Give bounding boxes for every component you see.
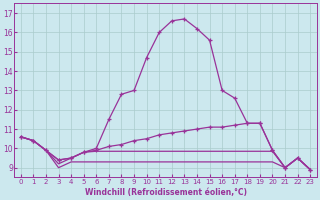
X-axis label: Windchill (Refroidissement éolien,°C): Windchill (Refroidissement éolien,°C) bbox=[84, 188, 246, 197]
